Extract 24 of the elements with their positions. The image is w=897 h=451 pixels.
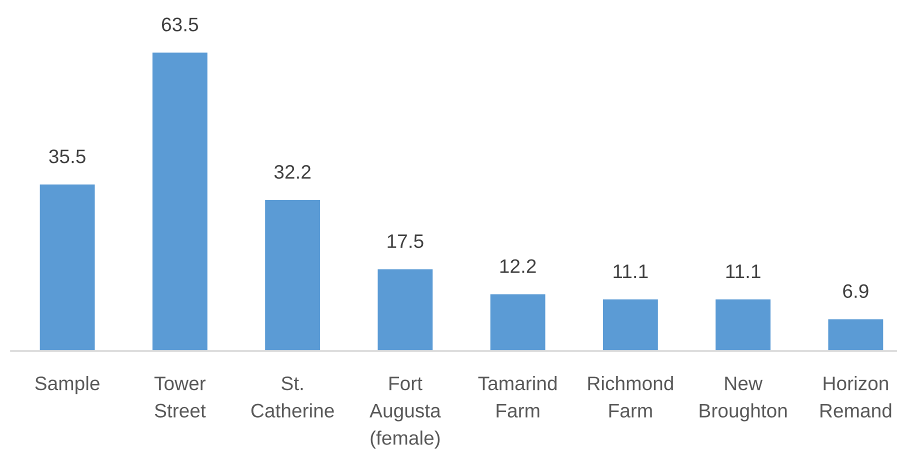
- bar: [602, 298, 660, 351]
- data-label: 11.1: [726, 264, 760, 278]
- bar: [38, 183, 96, 351]
- bar: [376, 268, 434, 351]
- x-tick-label: St. Catherine: [251, 376, 334, 418]
- bar: [714, 298, 772, 351]
- data-label: 12.2: [500, 259, 536, 273]
- bar: [488, 292, 547, 351]
- data-label: 6.9: [843, 284, 868, 298]
- x-tick-label: Fort Augusta (female): [370, 376, 441, 449]
- x-tick-label: Sample: [35, 376, 100, 394]
- bar: [826, 318, 885, 351]
- data-label: 63.5: [162, 18, 198, 32]
- data-label: 32.2: [274, 165, 311, 179]
- bar: [264, 198, 322, 351]
- x-tick-label: New Broughton: [700, 376, 787, 422]
- x-tick-label: Tamarind Farm: [478, 376, 557, 418]
- bar: [151, 51, 209, 351]
- x-tick-label: Tower Street: [154, 376, 206, 418]
- data-label: 17.5: [388, 234, 424, 248]
- x-tick-label: Richmond Farm: [588, 376, 673, 418]
- data-label: 35.5: [49, 150, 86, 164]
- data-label: 11.1: [614, 264, 648, 278]
- x-tick-label: Horizon Remand: [820, 376, 892, 418]
